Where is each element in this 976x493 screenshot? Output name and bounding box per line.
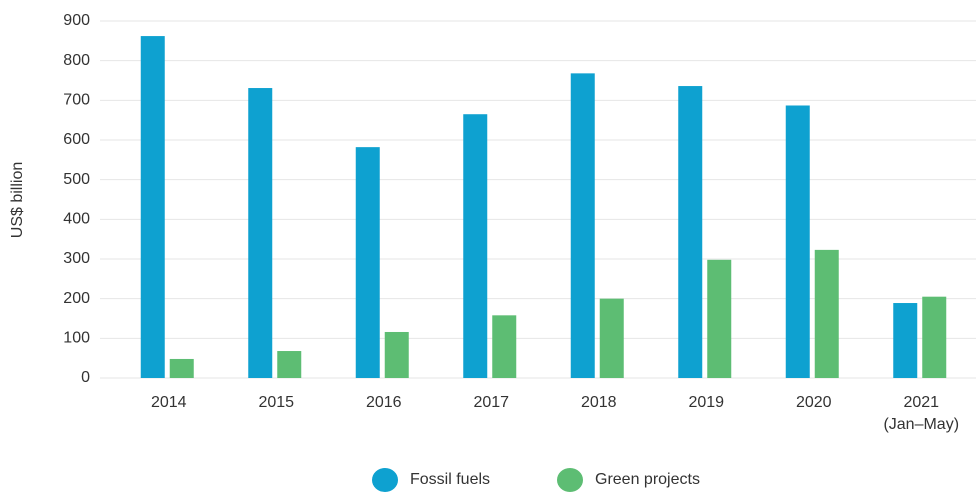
- x-tick-label: 2017: [473, 394, 509, 411]
- y-tick-label: 400: [63, 211, 90, 228]
- legend-label: Fossil fuels: [410, 471, 490, 488]
- y-tick-label: 800: [63, 52, 90, 69]
- x-tick-label: 2015: [258, 394, 294, 411]
- y-tick-label: 0: [81, 369, 90, 386]
- bar: [355, 147, 380, 378]
- y-tick-label: 100: [63, 330, 90, 347]
- x-tick-label: 2020: [796, 394, 832, 411]
- bar: [814, 249, 839, 378]
- x-tick-label: 2016: [366, 394, 402, 411]
- bar: [893, 303, 918, 378]
- y-tick-label: 300: [63, 250, 90, 267]
- bar: [599, 298, 624, 378]
- x-tick-label: 2019: [688, 394, 724, 411]
- y-axis-label: US$ billion: [9, 162, 26, 238]
- bar: [570, 73, 595, 379]
- bar: [922, 296, 947, 378]
- bar: [248, 88, 273, 378]
- bar: [678, 86, 703, 378]
- bar: [785, 105, 810, 379]
- legend-swatch: [557, 468, 583, 492]
- bar: [169, 358, 194, 378]
- y-tick-label: 900: [63, 12, 90, 29]
- legend-label: Green projects: [595, 471, 700, 488]
- bar: [277, 351, 302, 378]
- x-tick-label: 2014: [151, 394, 187, 411]
- x-tick-label: 2021 (Jan–May): [883, 394, 959, 433]
- legend-swatch: [372, 468, 398, 492]
- y-tick-label: 600: [63, 131, 90, 148]
- y-tick-label: 700: [63, 92, 90, 109]
- x-tick-label: 2018: [581, 394, 617, 411]
- bar: [707, 259, 732, 378]
- bar: [140, 36, 165, 378]
- bar: [492, 315, 517, 378]
- bar: [384, 331, 409, 378]
- y-tick-label: 500: [63, 171, 90, 188]
- bar: [463, 114, 488, 378]
- y-tick-label: 200: [63, 290, 90, 307]
